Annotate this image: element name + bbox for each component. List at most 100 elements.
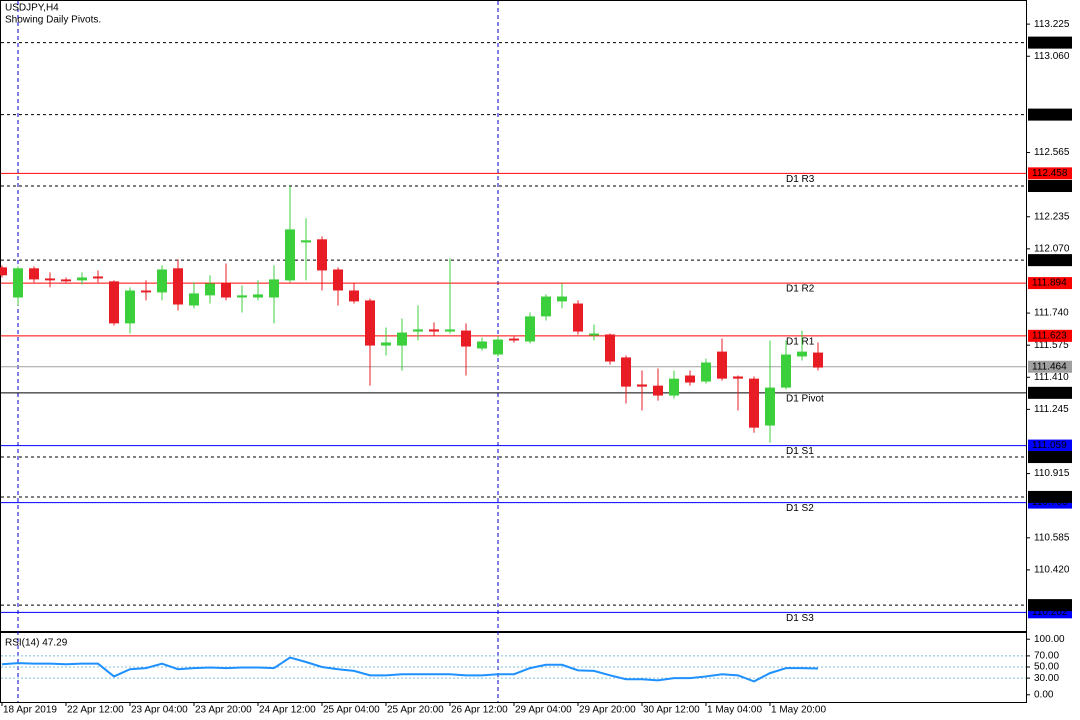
price-box-label: 112.393 — [1032, 181, 1068, 192]
x-tick-label: 25 Apr 04:00 — [323, 705, 380, 716]
price-box-label: 112.012 — [1032, 255, 1068, 266]
candle-body — [125, 290, 135, 324]
candle-body — [381, 342, 391, 346]
x-tick-label: 22 Apr 12:00 — [67, 705, 124, 716]
price-box-label: 112.760 — [1032, 109, 1068, 120]
candle-body — [557, 296, 567, 302]
y-tick-label: 111.740 — [1034, 308, 1069, 319]
candle-body — [173, 268, 183, 305]
x-tick-label: 25 Apr 20:00 — [387, 705, 444, 716]
candle-body — [685, 375, 695, 383]
x-tick-label: 1 May 04:00 — [707, 705, 762, 716]
y-tick-label: 113.225 — [1034, 19, 1070, 30]
x-tick-label: 29 Apr 20:00 — [579, 705, 636, 716]
candle-body — [237, 295, 247, 298]
candle-body — [637, 384, 647, 387]
candle-body — [77, 277, 87, 281]
candle-body — [333, 269, 343, 291]
candle-body — [141, 290, 151, 293]
candle-body — [301, 240, 311, 243]
level-name: D1 R3 — [786, 174, 815, 185]
x-tick-label: 23 Apr 20:00 — [195, 705, 252, 716]
level-name: D1 R1 — [786, 336, 815, 347]
price-box — [1028, 386, 1072, 399]
x-tick-label: 1 May 20:00 — [771, 705, 826, 716]
last-price-label: 111.464 — [1032, 361, 1067, 372]
price-box — [1028, 439, 1072, 452]
candle-body — [13, 268, 23, 298]
candle-body — [349, 290, 359, 302]
x-tick-label: 29 Apr 04:00 — [515, 705, 572, 716]
level-name: D1 S1 — [786, 446, 814, 457]
candle-body — [653, 385, 663, 396]
candle-body — [157, 269, 167, 293]
candle-body — [701, 362, 711, 382]
price-box-label: 111.059 — [1032, 440, 1067, 451]
candle-body — [461, 330, 471, 347]
candle-body — [621, 357, 631, 387]
candle-body — [525, 316, 535, 342]
candle-body — [109, 281, 119, 324]
last-price-box — [1028, 360, 1072, 373]
candle-body — [605, 334, 615, 362]
candle-body — [413, 329, 423, 332]
candle-body — [317, 239, 327, 271]
y-tick-label: 112.235 — [1034, 211, 1070, 222]
candle-body — [765, 387, 775, 426]
y-tick-label: 50.00 — [1034, 662, 1059, 673]
candle-body — [477, 341, 487, 349]
y-tick-label: 113.060 — [1034, 51, 1070, 62]
y-tick-label: 110.585 — [1034, 532, 1070, 543]
candle-body — [669, 378, 679, 396]
price-box-label: 111.623 — [1032, 330, 1067, 341]
candle-body — [365, 300, 375, 346]
candle-body — [429, 329, 439, 332]
x-tick-label: 18 Apr 2019 — [3, 705, 57, 716]
y-tick-label: 110.915 — [1034, 468, 1070, 479]
level-name: D1 S2 — [786, 503, 814, 514]
level-name: D1 S3 — [786, 613, 814, 624]
price-box — [1028, 254, 1072, 267]
y-tick-label: 112.565 — [1034, 147, 1070, 158]
candle-body — [733, 376, 743, 379]
price-box-label: 111.894 — [1032, 278, 1067, 289]
price-box-label: 111.000 — [1032, 452, 1067, 463]
chart-subtitle: Showing Daily Pivots. — [5, 15, 101, 26]
y-tick-label: 0.00 — [1034, 689, 1054, 700]
y-tick-label: 70.00 — [1034, 651, 1059, 662]
candle-body — [253, 294, 263, 298]
price-box-label: 110.239 — [1032, 600, 1068, 611]
candle-body — [717, 351, 727, 379]
main-panel — [0, 0, 1027, 632]
x-tick-label: 26 Apr 12:00 — [451, 705, 508, 716]
price-box — [1028, 167, 1072, 180]
price-box — [1028, 36, 1072, 49]
price-box-label: 112.458 — [1032, 168, 1068, 179]
y-tick-label: 110.420 — [1034, 565, 1070, 576]
y-tick-label: 111.410 — [1034, 372, 1069, 383]
candle-body — [509, 338, 519, 341]
candle-body — [445, 329, 455, 332]
y-tick-label: 112.070 — [1034, 243, 1070, 254]
candle-body — [45, 278, 55, 281]
price-box — [1028, 329, 1072, 342]
price-box — [1028, 599, 1072, 612]
rsi-title: RSI(14) 47.29 — [5, 638, 68, 649]
candle-body — [221, 283, 231, 298]
y-tick-label: 111.575 — [1034, 340, 1069, 351]
price-box — [1028, 180, 1072, 193]
price-box — [1028, 490, 1072, 503]
price-box-label: 110.202 — [1032, 607, 1068, 618]
x-tick-label: 30 Apr 12:00 — [643, 705, 700, 716]
price-box — [1028, 108, 1072, 121]
price-box-label: 111.330 — [1032, 387, 1067, 398]
candle-body — [781, 354, 791, 388]
price-box-label: 110.795 — [1032, 492, 1068, 503]
y-tick-label: 111.245 — [1034, 404, 1069, 415]
rsi-line — [1, 656, 819, 683]
candle-body — [397, 332, 407, 346]
candle-body — [573, 303, 583, 332]
chart-title: USDJPY,H4 — [5, 3, 59, 14]
y-tick-label: 30.00 — [1034, 673, 1059, 684]
